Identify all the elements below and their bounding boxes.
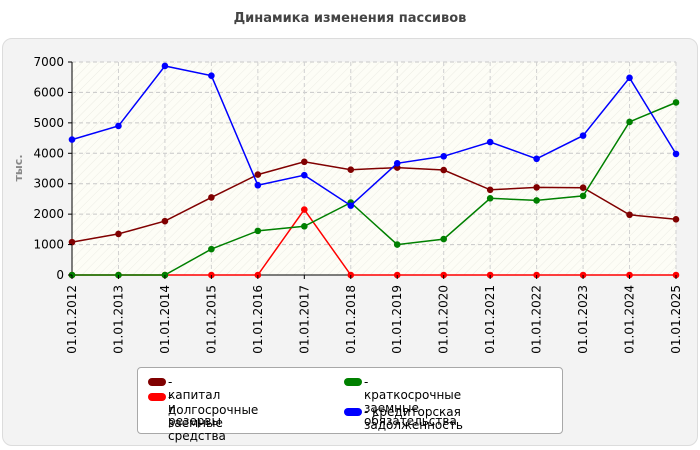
y-tick-label: 4000 xyxy=(33,146,64,160)
data-point xyxy=(115,122,122,130)
series-line xyxy=(72,101,677,276)
series-3 xyxy=(68,62,680,209)
legend-label-payables: - кредиторская задолженность xyxy=(364,405,463,432)
data-point xyxy=(486,186,494,194)
legend: - капитал и резервы - долгосрочные заемн… xyxy=(137,367,563,443)
data-point xyxy=(440,166,447,174)
legend-label-longterm: - долгосрочные заемные средства xyxy=(168,390,259,443)
data-point xyxy=(440,153,447,160)
data-point xyxy=(579,184,587,191)
x-tick-label: 01.01.2018 xyxy=(344,285,358,354)
data-point xyxy=(68,136,76,143)
legend-label-shortterm: - краткосрочные заемные обязательства xyxy=(364,375,462,428)
data-point xyxy=(440,235,447,243)
y-tick-label: 2000 xyxy=(33,207,64,221)
y-axis-label: тыс. xyxy=(12,154,25,181)
data-point xyxy=(626,211,633,219)
x-tick-label: 01.01.2016 xyxy=(251,285,265,354)
data-point xyxy=(254,171,262,178)
legend-swatch-longterm xyxy=(148,393,166,401)
x-tick-label: 01.01.2014 xyxy=(158,285,172,354)
data-point xyxy=(533,155,540,163)
data-point xyxy=(301,206,308,213)
data-point xyxy=(347,166,355,174)
x-tick-label: 01.01.2021 xyxy=(483,285,497,354)
y-tick-label: 7000 xyxy=(33,55,64,69)
data-point xyxy=(254,227,262,235)
y-tick-label: 6000 xyxy=(33,85,64,99)
data-point xyxy=(486,195,494,202)
data-point xyxy=(301,171,308,179)
x-tick-label: 01.01.2015 xyxy=(204,285,218,354)
data-point xyxy=(301,223,308,230)
data-point xyxy=(161,62,169,70)
x-tick-label: 01.01.2025 xyxy=(669,285,683,354)
x-tick-label: 01.01.2024 xyxy=(623,285,637,354)
y-tick-label: 3000 xyxy=(33,177,64,191)
x-tick-label: 01.01.2012 xyxy=(65,285,79,354)
data-point xyxy=(347,202,355,209)
data-point xyxy=(579,132,587,139)
legend-label-capital: - капитал и резервы xyxy=(168,375,221,428)
x-tick-label: 01.01.2023 xyxy=(576,285,590,354)
x-tick-label: 01.01.2022 xyxy=(530,285,544,354)
data-point xyxy=(393,160,401,167)
x-tick-label: 01.01.2019 xyxy=(390,285,404,354)
series-2 xyxy=(68,99,680,279)
y-tick-label: 1000 xyxy=(33,238,64,252)
data-point xyxy=(672,216,680,223)
chart-title: Динамика изменения пассивов xyxy=(233,11,467,26)
legend-swatch-shortterm xyxy=(344,378,362,386)
data-point xyxy=(208,245,215,253)
data-point xyxy=(626,118,633,126)
data-point xyxy=(672,150,680,158)
x-tick-label: 01.01.2013 xyxy=(111,285,125,354)
data-point xyxy=(486,138,494,146)
legend-swatch-payables xyxy=(344,408,362,416)
x-tick-label: 01.01.2020 xyxy=(437,285,451,354)
data-point xyxy=(626,74,633,82)
series-line xyxy=(71,65,677,207)
data-point xyxy=(115,230,122,238)
data-point xyxy=(533,184,540,191)
series-line xyxy=(72,208,676,276)
legend-swatch-capital xyxy=(148,378,166,386)
data-point xyxy=(208,72,215,79)
data-point xyxy=(68,238,76,246)
data-point xyxy=(208,194,215,201)
data-point xyxy=(579,192,587,200)
y-tick-label: 5000 xyxy=(33,116,64,130)
data-point xyxy=(533,197,540,204)
series-line xyxy=(71,161,677,243)
data-point xyxy=(301,158,308,166)
x-tick-label: 01.01.2017 xyxy=(297,285,311,354)
data-point xyxy=(393,241,401,248)
series-0 xyxy=(68,158,680,246)
data-point xyxy=(161,217,169,225)
data-point xyxy=(254,181,262,189)
y-tick-label: 0 xyxy=(56,268,64,282)
data-point xyxy=(672,99,680,106)
